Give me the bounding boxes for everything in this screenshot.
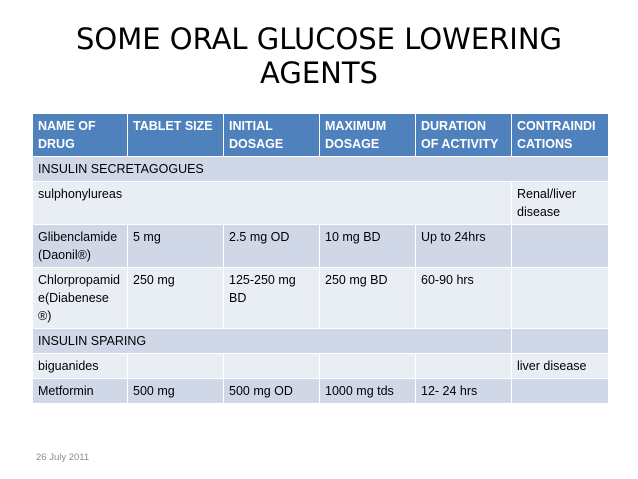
cell-contraindications [511, 224, 609, 268]
cell-maximum-dosage: 1000 mg tds [319, 378, 416, 404]
cell-tablet-size: 5 mg [127, 224, 224, 268]
cell-empty [127, 353, 224, 379]
cell-name: sulphonylureas [32, 181, 512, 225]
cell-contraindications: Renal/liver disease [511, 181, 609, 225]
cell-empty [319, 353, 416, 379]
drug-table: NAME OF DRUG TABLET SIZE INITIAL DOSAGE … [32, 113, 609, 404]
footer-date: 26 July 2011 [36, 452, 90, 463]
cell-empty [511, 328, 609, 354]
cell-initial-dosage: 2.5 mg OD [223, 224, 320, 268]
header-contraindications: CONTRAINDICATIONS [511, 113, 609, 157]
slide-title-line-1: SOME ORAL GLUCOSE LOWERING [75, 22, 563, 56]
cell-duration: 12- 24 hrs [415, 378, 512, 404]
section-label: INSULIN SPARING [32, 328, 512, 354]
table-row-chlorpropamide: Chlorpropamide(Diabenese®) 250 mg 125-25… [32, 267, 609, 329]
cell-maximum-dosage: 10 mg BD [319, 224, 416, 268]
cell-empty [415, 353, 512, 379]
slide-title-line-2: AGENTS [260, 56, 378, 90]
cell-name: Glibenclamide (Daonil®) [32, 224, 128, 268]
table-row-biguanides: biguanides liver disease [32, 353, 609, 379]
header-name: NAME OF DRUG [32, 113, 128, 157]
cell-contraindications: liver disease [511, 353, 609, 379]
cell-maximum-dosage: 250 mg BD [319, 267, 416, 329]
section-row-sparing: INSULIN SPARING [32, 328, 609, 354]
header-row: NAME OF DRUG TABLET SIZE INITIAL DOSAGE … [32, 113, 609, 157]
header-initial-dosage: INITIAL DOSAGE [223, 113, 320, 157]
slide-title: SOME ORAL GLUCOSE LOWERING AGENTS [30, 22, 608, 90]
cell-name: Chlorpropamide(Diabenese®) [32, 267, 128, 329]
cell-contraindications [511, 267, 609, 329]
table-row-sulphonylureas: sulphonylureas Renal/liver disease [32, 181, 609, 225]
cell-duration: Up to 24hrs [415, 224, 512, 268]
header-maximum-dosage: MAXIMUM DOSAGE [319, 113, 416, 157]
cell-initial-dosage: 125-250 mg BD [223, 267, 320, 329]
table-row-glibenclamide: Glibenclamide (Daonil®) 5 mg 2.5 mg OD 1… [32, 224, 609, 268]
cell-initial-dosage: 500 mg OD [223, 378, 320, 404]
section-row-secretagogues: INSULIN SECRETAGOGUES [32, 156, 609, 182]
cell-tablet-size: 500 mg [127, 378, 224, 404]
cell-tablet-size: 250 mg [127, 267, 224, 329]
cell-name: Metformin [32, 378, 128, 404]
table-row-metformin: Metformin 500 mg 500 mg OD 1000 mg tds 1… [32, 378, 609, 404]
cell-contraindications [511, 378, 609, 404]
header-tablet-size: TABLET SIZE [127, 113, 224, 157]
header-duration: DURATION OF ACTIVITY [415, 113, 512, 157]
cell-name: biguanides [32, 353, 128, 379]
cell-duration: 60-90 hrs [415, 267, 512, 329]
section-label: INSULIN SECRETAGOGUES [32, 156, 609, 182]
cell-empty [223, 353, 320, 379]
